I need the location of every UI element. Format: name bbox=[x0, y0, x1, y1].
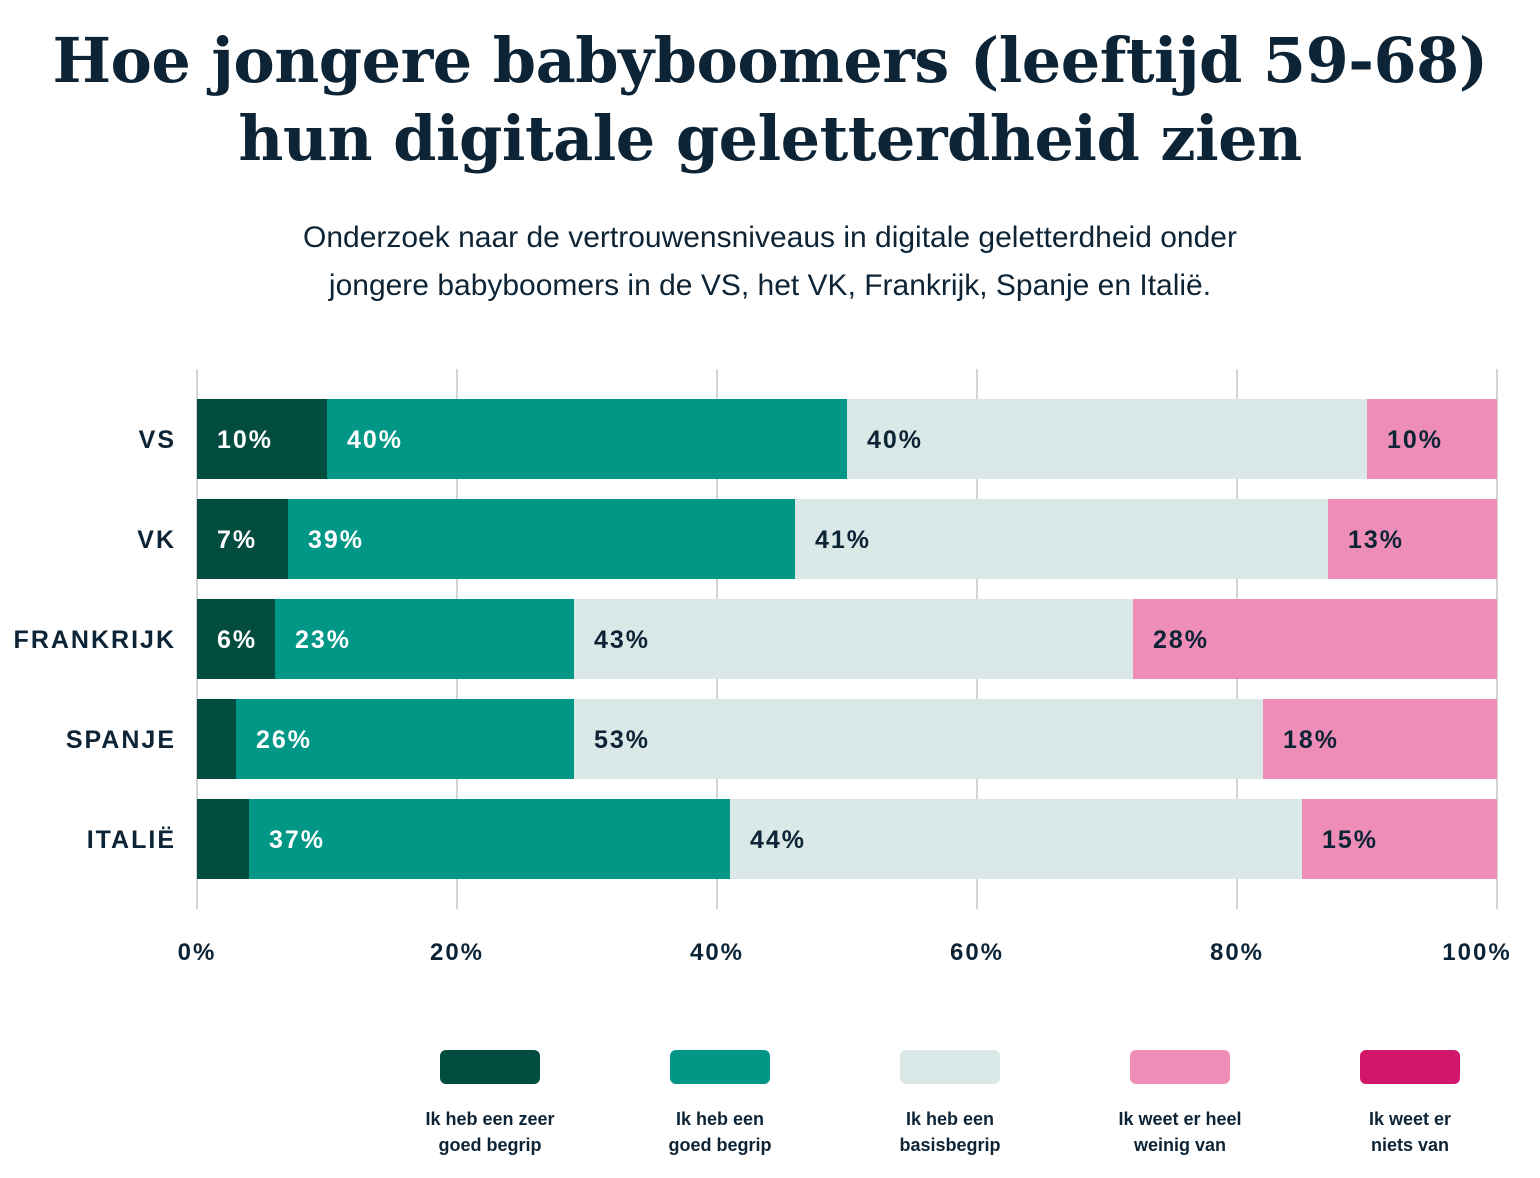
data-label: 41% bbox=[815, 526, 871, 554]
legend-item: Ik heb een zeer goed begrip bbox=[390, 1050, 590, 1158]
category-label: VK bbox=[137, 526, 176, 554]
legend-item: Ik weet er heel weinig van bbox=[1080, 1050, 1280, 1158]
chart-subtitle: Onderzoek naar de vertrouwensniveaus in … bbox=[0, 214, 1540, 310]
data-label: 23% bbox=[295, 626, 351, 654]
x-tick-label: 0% bbox=[178, 939, 217, 966]
data-label: 53% bbox=[594, 726, 650, 754]
legend-label-line: basisbegrip bbox=[899, 1135, 1001, 1155]
title-line-1: Hoe jongere babyboomers (leeftijd 59-68) bbox=[52, 24, 1488, 97]
title-line-2: hun digitale geletterdheid zien bbox=[238, 102, 1302, 175]
category-label: VS bbox=[139, 426, 176, 454]
legend-label: Ik weet er heel weinig van bbox=[1080, 1106, 1280, 1158]
data-label: 28% bbox=[1153, 626, 1209, 654]
legend-label-line: goed begrip bbox=[438, 1135, 542, 1155]
legend-label-line: niets van bbox=[1370, 1135, 1450, 1155]
legend-swatch bbox=[1130, 1050, 1230, 1084]
category-label: SPANJE bbox=[66, 726, 176, 754]
legend-item: Ik heb een basisbegrip bbox=[850, 1050, 1050, 1158]
bar-segment bbox=[730, 799, 1302, 879]
data-label: 40% bbox=[347, 426, 403, 454]
data-label: 7% bbox=[217, 526, 257, 554]
data-label: 6% bbox=[217, 626, 257, 654]
legend-label-line: Ik heb een bbox=[675, 1109, 765, 1129]
bar-segment bbox=[1133, 599, 1497, 679]
category-label: ITALIË bbox=[87, 826, 176, 854]
legend-label: Ik heb een basisbegrip bbox=[850, 1106, 1050, 1158]
bar-segment bbox=[236, 699, 574, 779]
subtitle-line-1: Onderzoek naar de vertrouwensniveaus in … bbox=[303, 221, 1237, 254]
data-label: 26% bbox=[256, 726, 312, 754]
data-label: 40% bbox=[867, 426, 923, 454]
bar-segment bbox=[275, 599, 574, 679]
legend-item: Ik weet er niets van bbox=[1310, 1050, 1510, 1158]
legend-label: Ik weet er niets van bbox=[1310, 1106, 1510, 1158]
bar-segment bbox=[1328, 499, 1497, 579]
data-label: 10% bbox=[1387, 426, 1443, 454]
category-label: FRANKRIJK bbox=[14, 626, 176, 654]
legend-swatch bbox=[440, 1050, 540, 1084]
bar-segment bbox=[197, 399, 327, 479]
bar-segment bbox=[327, 399, 847, 479]
data-label: 10% bbox=[217, 426, 273, 454]
bar-segment bbox=[795, 499, 1328, 579]
legend-label-line: Ik weet er heel bbox=[1118, 1109, 1242, 1129]
legend: Ik heb een zeer goed begrip Ik heb een goed… bbox=[0, 1050, 1540, 1170]
legend-label-line: weinig van bbox=[1133, 1135, 1227, 1155]
stacked-bar-chart: 0% 20% 40% 60% 80% 100% VS 10% 40% 40% 10% VK 7% 39% 4… bbox=[14, 369, 1511, 966]
subtitle-line-2: jongere babyboomers in de VS, het VK, Fr… bbox=[328, 269, 1212, 302]
legend-swatch bbox=[670, 1050, 770, 1084]
bar-segment bbox=[1367, 399, 1497, 479]
bar-segment bbox=[288, 499, 795, 579]
x-tick-label: 80% bbox=[1210, 939, 1264, 966]
data-label: 18% bbox=[1283, 726, 1339, 754]
legend-label-line: goed begrip bbox=[668, 1135, 772, 1155]
x-tick-label: 40% bbox=[690, 939, 744, 966]
bar-segment bbox=[847, 399, 1367, 479]
data-label: 37% bbox=[269, 826, 325, 854]
data-label: 43% bbox=[594, 626, 650, 654]
legend-swatch bbox=[900, 1050, 1000, 1084]
x-tick-label: 60% bbox=[950, 939, 1004, 966]
data-label: 39% bbox=[308, 526, 364, 554]
bar-segment bbox=[197, 799, 249, 879]
legend-label-line: Ik heb een zeer bbox=[425, 1109, 555, 1129]
legend-label-line: Ik weet er bbox=[1368, 1109, 1452, 1129]
x-tick-label: 20% bbox=[430, 939, 484, 966]
legend-label: Ik heb een goed begrip bbox=[620, 1106, 820, 1158]
bar-segment bbox=[1302, 799, 1497, 879]
bar-segment bbox=[197, 699, 236, 779]
bar-segment bbox=[574, 699, 1263, 779]
legend-item: Ik heb een goed begrip bbox=[620, 1050, 820, 1158]
x-tick-label: 100% bbox=[1442, 939, 1511, 966]
legend-label-line: Ik heb een bbox=[905, 1109, 995, 1129]
chart-title: Hoe jongere babyboomers (leeftijd 59-68)… bbox=[0, 22, 1540, 178]
bar-segment bbox=[197, 599, 275, 679]
bar-segment bbox=[197, 499, 288, 579]
data-label: 15% bbox=[1322, 826, 1378, 854]
bar-segment bbox=[574, 599, 1133, 679]
data-label: 44% bbox=[750, 826, 806, 854]
bar-segment bbox=[249, 799, 730, 879]
data-label: 13% bbox=[1348, 526, 1404, 554]
legend-label: Ik heb een zeer goed begrip bbox=[390, 1106, 590, 1158]
legend-swatch bbox=[1360, 1050, 1460, 1084]
bar-segment bbox=[1263, 699, 1497, 779]
